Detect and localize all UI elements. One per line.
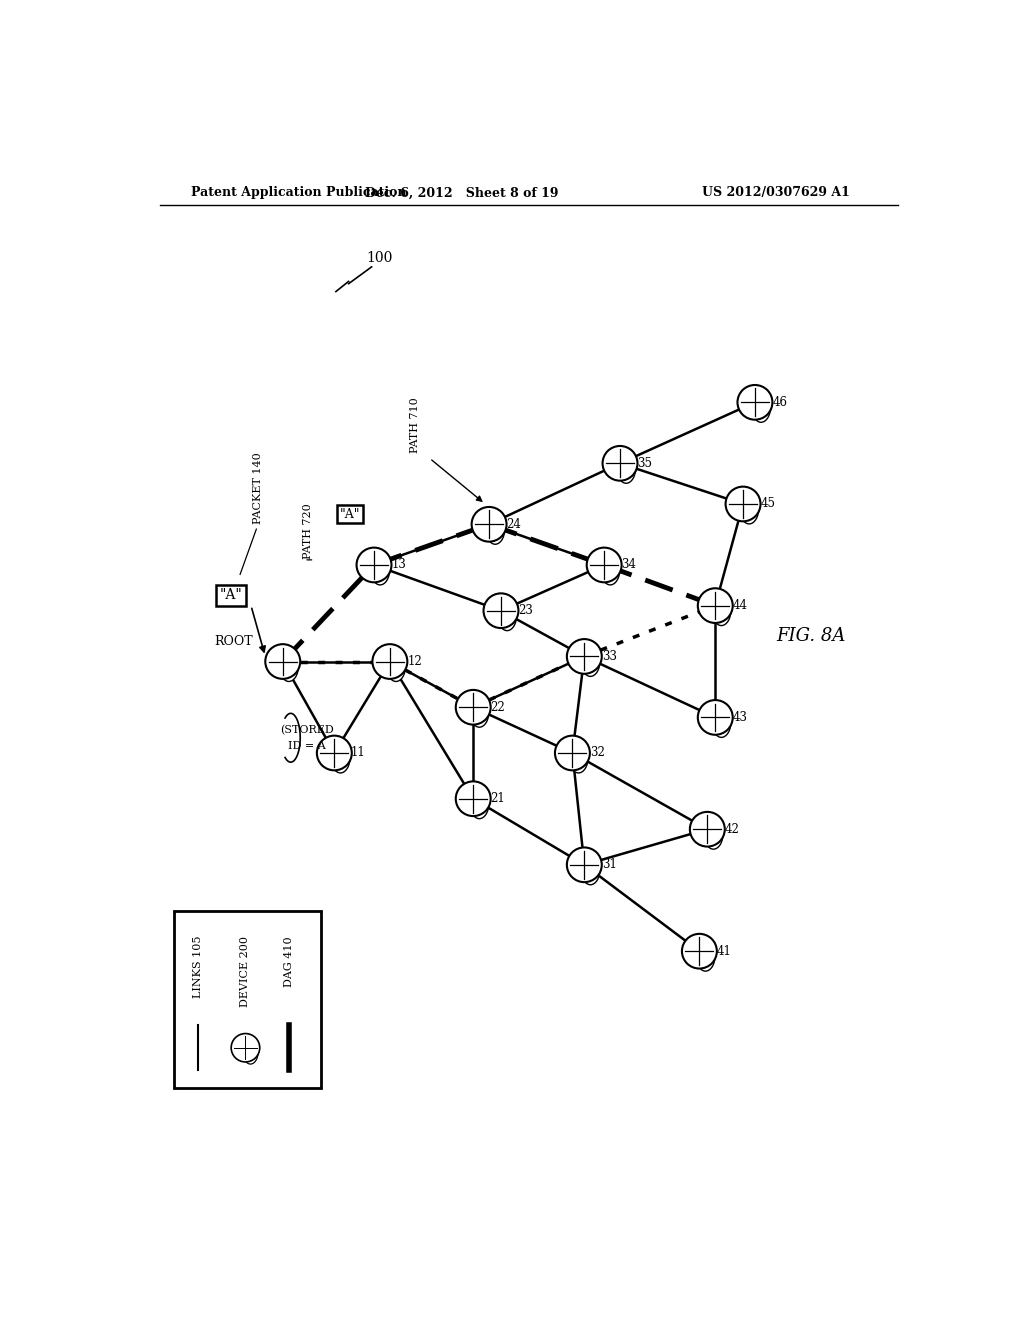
Ellipse shape	[587, 548, 622, 582]
Text: ROOT: ROOT	[214, 635, 253, 648]
Ellipse shape	[231, 1034, 260, 1063]
Text: 46: 46	[772, 396, 787, 409]
Ellipse shape	[470, 696, 488, 727]
Text: 35: 35	[638, 457, 652, 470]
Text: 24: 24	[507, 517, 521, 531]
Ellipse shape	[243, 1039, 258, 1064]
Text: "A": "A"	[220, 589, 243, 602]
Ellipse shape	[316, 735, 352, 771]
Ellipse shape	[456, 781, 490, 816]
Text: LINKS 105: LINKS 105	[193, 936, 203, 998]
Ellipse shape	[373, 644, 408, 678]
Ellipse shape	[498, 599, 517, 631]
Text: 45: 45	[761, 498, 775, 511]
Ellipse shape	[386, 651, 406, 681]
Text: (STORED: (STORED	[280, 725, 334, 735]
Text: PATH 720: PATH 720	[303, 503, 312, 558]
Text: "A": "A"	[340, 508, 360, 520]
Ellipse shape	[739, 492, 759, 524]
Ellipse shape	[483, 594, 518, 628]
Ellipse shape	[616, 451, 636, 483]
Ellipse shape	[581, 854, 600, 884]
Ellipse shape	[696, 940, 715, 972]
Text: 13: 13	[391, 558, 407, 572]
FancyBboxPatch shape	[174, 911, 321, 1089]
Ellipse shape	[697, 700, 733, 735]
Ellipse shape	[456, 690, 490, 725]
Text: 100: 100	[367, 251, 392, 265]
Text: ID = A: ID = A	[288, 741, 326, 751]
Ellipse shape	[703, 818, 723, 849]
Text: 42: 42	[725, 822, 739, 836]
Text: DAG 410: DAG 410	[284, 936, 294, 986]
Ellipse shape	[602, 446, 638, 480]
Ellipse shape	[356, 548, 391, 582]
Ellipse shape	[371, 553, 390, 585]
Text: 32: 32	[590, 747, 605, 759]
Text: 21: 21	[490, 792, 506, 805]
Ellipse shape	[470, 788, 488, 818]
Ellipse shape	[712, 594, 731, 626]
Ellipse shape	[697, 589, 733, 623]
Text: 33: 33	[602, 649, 616, 663]
Ellipse shape	[752, 391, 771, 422]
Text: 12: 12	[408, 655, 422, 668]
Text: 11: 11	[350, 747, 365, 759]
Ellipse shape	[690, 812, 725, 846]
Text: 34: 34	[622, 558, 637, 572]
Ellipse shape	[555, 735, 590, 771]
Ellipse shape	[485, 513, 505, 544]
Text: 22: 22	[490, 701, 506, 714]
Text: 41: 41	[717, 945, 732, 958]
Ellipse shape	[331, 742, 350, 774]
Ellipse shape	[265, 644, 300, 678]
Ellipse shape	[581, 645, 600, 676]
Text: US 2012/0307629 A1: US 2012/0307629 A1	[702, 186, 850, 199]
Text: PACKET 140: PACKET 140	[253, 453, 263, 524]
Text: DEVICE 200: DEVICE 200	[241, 936, 251, 1007]
Text: PATH 710: PATH 710	[410, 397, 420, 453]
Text: 43: 43	[733, 711, 748, 723]
Ellipse shape	[280, 651, 298, 681]
Ellipse shape	[726, 487, 761, 521]
Text: Patent Application Publication: Patent Application Publication	[191, 186, 407, 199]
Ellipse shape	[737, 385, 772, 420]
Ellipse shape	[472, 507, 507, 541]
Text: 31: 31	[602, 858, 616, 871]
Text: Dec. 6, 2012   Sheet 8 of 19: Dec. 6, 2012 Sheet 8 of 19	[365, 186, 558, 199]
Ellipse shape	[712, 706, 731, 738]
Text: FIG. 8A: FIG. 8A	[776, 627, 845, 645]
Ellipse shape	[601, 553, 620, 585]
Ellipse shape	[567, 847, 602, 882]
Ellipse shape	[567, 639, 602, 673]
Text: 44: 44	[733, 599, 748, 612]
Text: 23: 23	[518, 605, 534, 618]
Ellipse shape	[682, 933, 717, 969]
Ellipse shape	[569, 742, 588, 774]
